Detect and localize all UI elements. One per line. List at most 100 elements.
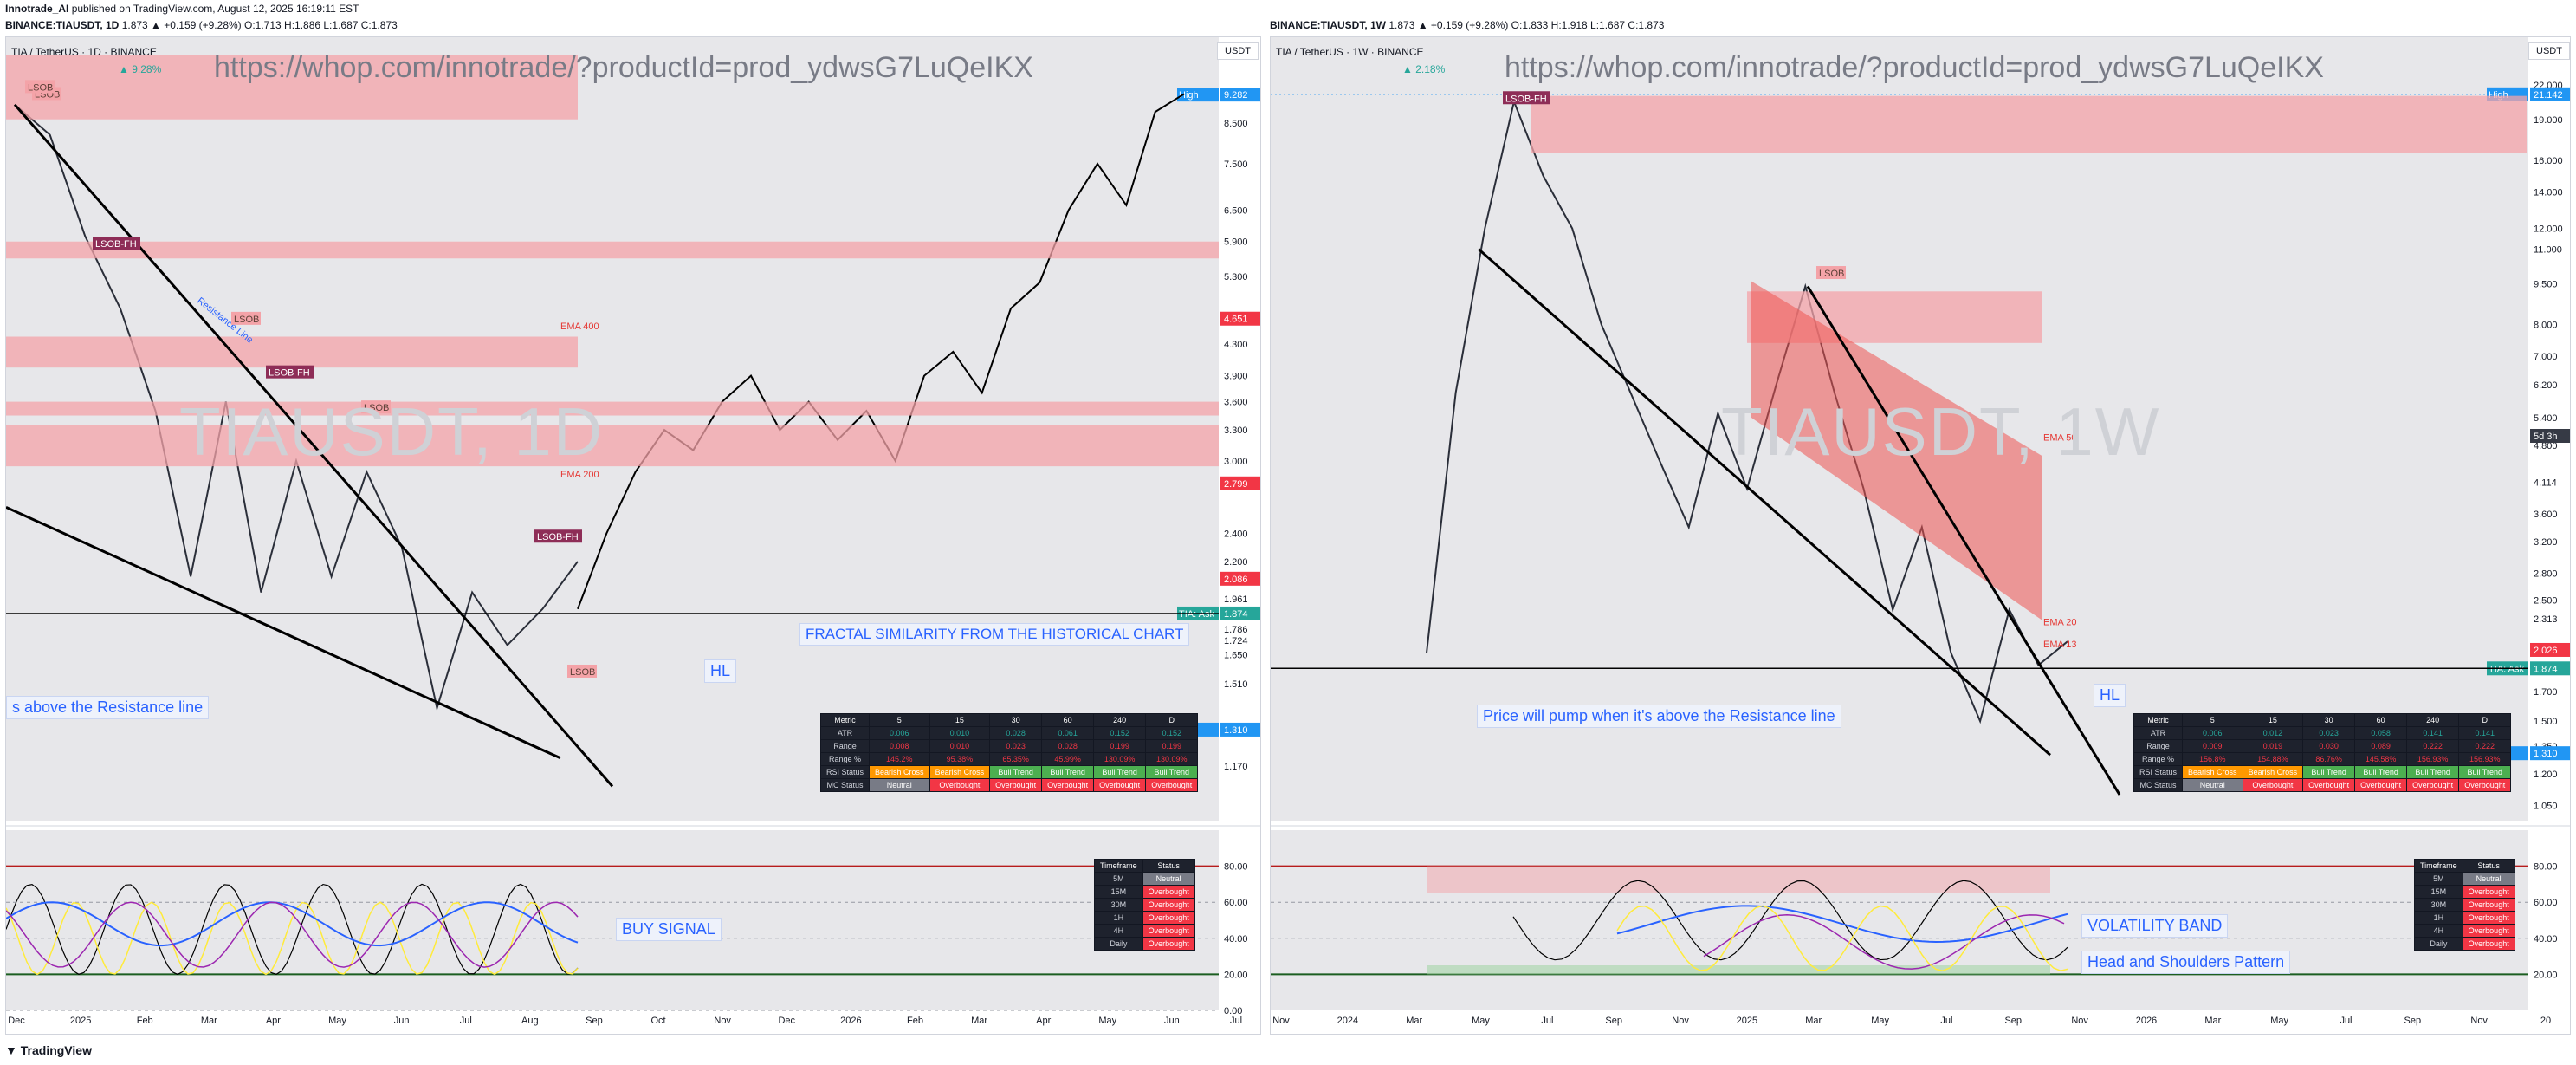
zone-tag-label: LSOB [364,403,389,413]
x-tick-label: May [328,1016,346,1026]
osc-tick-label: 60.00 [1224,898,1248,908]
metric-cell: Bull Trend [989,765,1043,779]
table-row: 1H Overbought [1094,911,1195,925]
resistance-trendline [13,103,614,788]
y-tick-label: 2.200 [1224,557,1248,568]
left-chart-panel[interactable]: 10.5008.5007.5006.5005.9005.3004.3003.90… [5,36,1261,1035]
price-tag-value: 2.026 [2534,646,2558,656]
tradingview-footer[interactable]: ▼ TradingView [5,1043,92,1057]
table-row: 5M Neutral [2414,872,2515,886]
price-tag-value: 1.874 [2534,664,2558,674]
x-tick-label: Nov [714,1016,731,1026]
x-tick-label: May [1472,1016,1490,1026]
right-chart-panel[interactable]: 25.00022.00019.00016.00014.00012.00011.0… [1270,36,2571,1035]
price-tag [1220,311,1260,326]
metric-cell: 0.152 [1145,726,1199,740]
metric-cell: 0.006 [869,726,930,740]
x-tick-label: Sep [586,1016,603,1026]
x-tick-label: May [2270,1016,2288,1026]
osc-tick-label: 20.00 [2534,970,2558,980]
left-currency-label[interactable]: USDT [1217,42,1259,60]
x-tick-label: Feb [137,1016,153,1026]
left-url-overlay: https://whop.com/innotrade/?productId=pr… [214,51,1033,84]
metric-cell: 0.152 [1093,726,1147,740]
x-tick-label: Jun [1164,1016,1180,1026]
y-tick-label: 1.170 [1224,762,1248,772]
price-tag-label: TIA: Ask [1179,609,1214,620]
table-row: 1H Overbought [2414,911,2515,925]
resistance-text-right: Price will pump when it's above the Resi… [1477,705,1841,728]
osc-tick-label: 60.00 [2534,898,2558,908]
y-tick-label: 1.724 [1224,636,1248,646]
metric-cell: 0.141 [2458,726,2512,740]
x-tick-label: 2026 [2136,1016,2157,1026]
oscillator-line-purple [6,901,579,968]
metric-cell: 0.222 [2458,739,2512,753]
price-tag-label: High [1179,90,1199,101]
y-tick-label: 3.600 [1224,398,1248,408]
left-pane-title: TIA / TetherUS · 1D · BINANCE [11,46,157,58]
ema-200-label: EMA 200 [560,470,599,480]
metric-cell: 145.58% [2354,752,2408,766]
metric-cell: 130.09% [1093,752,1147,766]
status-cell: 5M [2414,872,2463,886]
y-tick-label: 1.961 [1224,594,1248,605]
y-tick-label: 4.300 [1224,340,1248,350]
left-watermark: TIAUSDT, 1D [179,393,605,470]
right-chart-svg[interactable]: 25.00022.00019.00016.00014.00012.00011.0… [1271,37,2570,1034]
price-tag [2530,611,2570,626]
publisher-name[interactable]: Innotrade_AI [5,3,69,15]
x-tick-label: Sep [2404,1016,2422,1026]
left-chart-svg[interactable]: 10.5008.5007.5006.5005.9005.3004.3003.90… [6,37,1260,1034]
table-row: Range 0.009 0.019 0.030 0.089 0.222 0.222 [2133,739,2512,753]
x-tick-label: May [1871,1016,1889,1026]
oscillator-line-purple [1703,914,2065,970]
price-tag [2530,661,2570,676]
status-cell: Overbought [2462,911,2515,925]
x-tick-label: 2026 [840,1016,861,1026]
right-metric-table: Metric 5 15 30 60 240 D ATR 0.006 0.012 0.023 0.058… [2133,713,2512,792]
metric-cell: 0.222 [2406,739,2460,753]
status-cell: 15M [2414,885,2463,899]
hl-annotation-right: HL [2094,684,2126,707]
price-tag-value: 5d 3h [2534,432,2558,442]
price-tag-label: TIA: Ask [2489,664,2524,674]
x-tick-label: Jul [1940,1016,1952,1026]
right-currency-label[interactable]: USDT [2528,42,2570,60]
y-tick-label: 1.200 [2534,770,2558,780]
zone-tag-label: LSOB-FH [95,239,137,250]
zone-tag [231,311,261,325]
y-tick-label: 7.500 [1224,159,1248,170]
metric-cell: 0.030 [2302,739,2356,753]
zone-tag [266,365,314,379]
zone-tag-label: LSOB [28,82,53,93]
osc-tick-label: 80.00 [1224,862,1248,873]
support-trendline [6,506,561,760]
y-tick-label: 2.800 [2534,569,2558,580]
hl-annotation-left: HL [704,659,737,683]
y-tick-label: 3.300 [1224,425,1248,436]
metric-cell: 86.76% [2302,752,2356,766]
osc-tick-label: 40.00 [2534,934,2558,945]
price-tag [1220,606,1260,620]
metric-cell: 0.061 [1041,726,1095,740]
metric-cell: ATR [819,726,871,740]
zone-tag [534,529,582,543]
metric-cell: 130.09% [1145,752,1199,766]
metric-cell: Bull Trend [2458,765,2512,779]
y-tick-label: 14.000 [2534,188,2563,198]
y-tick-label: 1.700 [2534,687,2558,698]
right-status-table: Timeframe Status 5M Neutral 15M Overbought 30M… [2414,859,2515,951]
supply-zone-top [1531,95,2527,153]
price-tag-value: 4.114 [2534,477,2557,488]
left-metric-table: Metric 5 15 30 60 240 D ATR 0.006 0.010 0.028 0.061… [819,713,1199,792]
table-row: RSI Status Bearish Cross Bearish Cross Bull… [2133,765,2512,779]
metric-cell: 65.35% [989,752,1043,766]
y-tick-label: 16.000 [2534,156,2563,166]
table-row: ATR 0.006 0.012 0.023 0.058 0.141 0.141 [2133,726,2512,740]
metric-header-cell: 15 [2242,713,2304,727]
zone-tag [1816,266,1846,280]
metric-cell: Overbought [1093,778,1147,792]
table-row: 30M Overbought [2414,898,2515,912]
status-cell: Daily [1094,937,1143,951]
